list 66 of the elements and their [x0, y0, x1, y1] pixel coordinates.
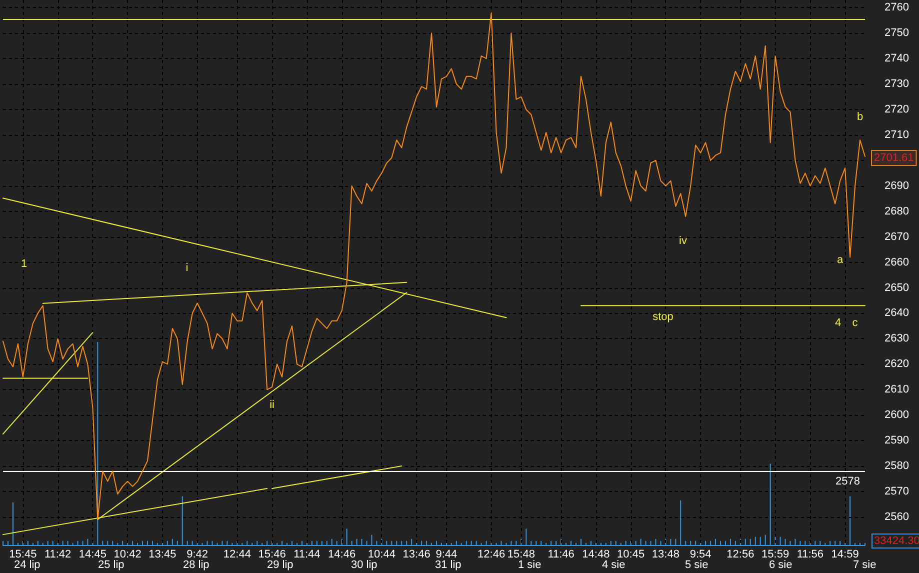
x-tick-label: 9:42 — [186, 548, 208, 560]
text: 28 lip — [183, 559, 210, 571]
x-tick-label: 14:45 — [78, 548, 106, 560]
annotation: i — [186, 262, 188, 274]
text: 5 sie — [685, 559, 708, 571]
x-tick-label: 15:48 — [507, 548, 535, 560]
x-tick-label: 13:48 — [652, 548, 680, 560]
y-tick-label: 2710 — [884, 128, 909, 141]
text: 24 lip — [14, 559, 40, 571]
y-tick-label: 2580 — [884, 460, 909, 472]
text: 31 lip — [435, 559, 462, 571]
x-tick-label: 11:42 — [44, 548, 72, 560]
annotation: 4 — [834, 317, 842, 329]
y-tick-label: 2650 — [884, 282, 909, 294]
annotation: iv — [679, 235, 688, 247]
x-tick-label: 15:59 — [762, 548, 790, 560]
y-tick-label: 2600 — [884, 409, 909, 422]
x-tick-label: 12:46 — [478, 548, 506, 560]
text: 7 sie — [853, 559, 876, 571]
x-tick-label: 15:46 — [258, 548, 286, 560]
y-tick-label: 2630 — [884, 332, 909, 345]
annotation: ii — [270, 399, 274, 411]
x-tick-label: 11:46 — [548, 548, 574, 560]
y-tick-label: 2750 — [884, 27, 909, 40]
x-tick-label: 12:44 — [223, 548, 251, 560]
x-tick-label: 13:45 — [148, 548, 176, 560]
annotation: 1 — [20, 258, 28, 270]
x-tick-label: 14:46 — [328, 548, 356, 560]
y-tick-label: 2740 — [884, 52, 909, 65]
y-tick-label: 2680 — [884, 205, 909, 218]
ref-line-label: 2578 — [836, 476, 860, 488]
text: 25 lip — [98, 559, 124, 571]
x-tick-label: 11:56 — [796, 548, 824, 560]
x-tick-label: 14:59 — [831, 548, 859, 560]
x-tick-label: 12:56 — [726, 548, 754, 560]
y-tick-label: 2660 — [884, 256, 909, 268]
text: 30 lip — [351, 559, 378, 571]
y-tick-label: 2670 — [884, 230, 909, 243]
y-tick-label: 2730 — [884, 78, 909, 90]
text: 4 sie — [602, 559, 626, 571]
y-tick-label: 2640 — [884, 307, 909, 320]
y-tick-label: 2760 — [884, 2, 909, 14]
x-tick-label: 9:44 — [436, 548, 458, 560]
annotation: a — [836, 254, 844, 266]
annotation: stop — [652, 311, 674, 323]
x-tick-label: 11:44 — [294, 548, 320, 560]
y-tick-label: 2560 — [884, 510, 909, 523]
y-tick-label: 2570 — [884, 486, 909, 498]
text: 1 sie — [518, 559, 542, 571]
annotation: b — [856, 111, 864, 123]
y-tick-label: 2720 — [884, 104, 909, 116]
y-tick-label: 2620 — [884, 358, 909, 370]
annotation: c — [852, 317, 858, 329]
x-tick-label: 10:44 — [368, 548, 396, 560]
y-tick-label: 2690 — [884, 180, 909, 192]
x-tick-label: 15:45 — [9, 548, 37, 560]
x-tick-label: 10:45 — [617, 548, 645, 560]
x-tick-label: 13:46 — [402, 548, 430, 560]
y-tick-label: 2610 — [884, 384, 909, 396]
y-tick-label: 2590 — [884, 434, 909, 447]
x-tick-label: 9:54 — [690, 548, 712, 560]
text: 29 lip — [267, 559, 294, 571]
x-tick-label: 14:48 — [582, 548, 610, 560]
x-tick-label: 10:42 — [114, 548, 142, 560]
text: 2701.61 — [874, 152, 914, 164]
text: 6 sie — [769, 559, 792, 571]
